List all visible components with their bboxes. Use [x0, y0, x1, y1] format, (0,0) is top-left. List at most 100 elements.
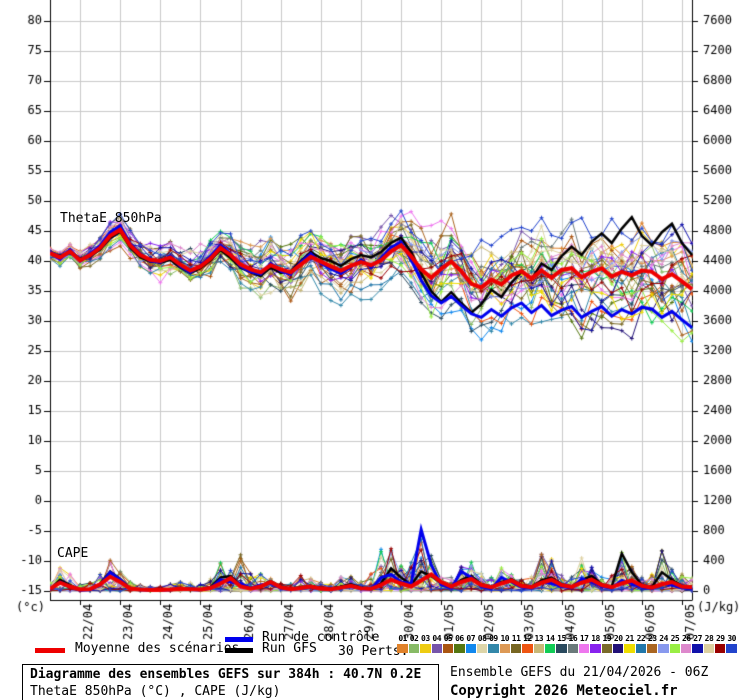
- pert-number: 30: [727, 634, 736, 643]
- legend-gfs-line-swatch: [225, 648, 253, 653]
- pert-color-swatch: [658, 644, 669, 653]
- pert-legend-item: 02: [408, 634, 420, 653]
- pert-color-swatch: [397, 644, 408, 653]
- pert-number: 06: [455, 634, 464, 643]
- pert-legend-item: 18: [590, 634, 601, 653]
- pert-color-swatch: [567, 644, 579, 653]
- pert-legend-item: 08: [476, 634, 488, 653]
- pert-number: 23: [647, 634, 657, 643]
- pert-legend-item: 21: [624, 634, 635, 653]
- pert-color-swatch: [408, 644, 420, 653]
- pert-legend-item: 17: [578, 634, 590, 653]
- pert-number: 11: [511, 634, 521, 643]
- thetae-series-label: ThetaE 850hPa: [60, 211, 162, 226]
- pert-legend-item: 24: [658, 634, 669, 653]
- pert-legend-item: 23: [647, 634, 658, 653]
- pert-legend-item: 15: [556, 634, 567, 653]
- pert-number: 25: [670, 634, 680, 643]
- pert-number: 15: [557, 634, 566, 643]
- pert-number: 21: [625, 634, 634, 643]
- pert-legend-item: 22: [635, 634, 647, 653]
- pert-number: 24: [659, 634, 668, 643]
- cape-series-label: CAPE: [57, 546, 89, 561]
- pert-number: 20: [613, 634, 623, 643]
- pert-number: 02: [409, 634, 419, 643]
- pert-number: 28: [704, 634, 714, 643]
- pert-color-swatch: [590, 644, 601, 653]
- pert-color-swatch: [476, 644, 488, 653]
- legend-control-line-swatch: [225, 637, 253, 642]
- pert-color-swatch: [681, 644, 692, 653]
- pert-number: 12: [523, 634, 532, 643]
- pert-legend-item: 11: [510, 634, 522, 653]
- pert-color-swatch: [726, 644, 737, 653]
- pert-color-swatch: [522, 644, 533, 653]
- pert-legend-item: 20: [613, 634, 624, 653]
- pert-number: 10: [500, 634, 510, 643]
- run-info-text: Ensemble GEFS du 21/04/2026 - 06Z: [450, 665, 709, 680]
- legend-mean-label: Moyenne des scénarios: [75, 641, 240, 656]
- pert-number: 16: [568, 634, 578, 643]
- diagram-subtitle: ThetaE 850hPa (°C) , CAPE (J/kg): [30, 684, 281, 699]
- copyright-text: Copyright 2026 Meteociel.fr: [450, 683, 678, 699]
- legend-mean-line-swatch: [35, 648, 65, 653]
- pert-color-swatch: [669, 644, 681, 653]
- pert-number: 04: [432, 634, 442, 643]
- pert-number: 01: [398, 634, 407, 643]
- pert-legend-item: 19: [601, 634, 613, 653]
- pert-color-swatch: [578, 644, 590, 653]
- pert-color-swatch: [420, 644, 431, 653]
- pert-color-swatch: [510, 644, 522, 653]
- pert-color-swatch: [624, 644, 635, 653]
- pert-number: 19: [602, 634, 612, 643]
- diagram-title-box: Diagramme des ensembles GEFS sur 384h : …: [22, 664, 439, 700]
- pert-legend-item: 30: [726, 634, 737, 653]
- pert-color-swatch: [544, 644, 556, 653]
- pert-legend-item: 07: [465, 634, 476, 653]
- pert-legend-item: 03: [420, 634, 431, 653]
- pert-number: 14: [545, 634, 555, 643]
- pert-legend-item: 05: [442, 634, 454, 653]
- pert-color-swatch: [431, 644, 442, 653]
- pert-legend-item: 27: [692, 634, 703, 653]
- pert-legend-item: 10: [499, 634, 510, 653]
- pert-number: 22: [636, 634, 646, 643]
- pert-color-swatch: [533, 644, 544, 653]
- ensemble-chart-canvas: [0, 0, 740, 660]
- pert-color-swatch: [556, 644, 567, 653]
- pert-legend-item: 26: [681, 634, 692, 653]
- pert-number: 07: [466, 634, 476, 643]
- pert-legend-item: 01: [397, 634, 408, 653]
- pert-color-swatch: [647, 644, 658, 653]
- pert-color-swatch: [692, 644, 703, 653]
- pert-number: 29: [715, 634, 725, 643]
- pert-number: 18: [591, 634, 600, 643]
- pert-color-swatch: [499, 644, 510, 653]
- pert-number: 08: [477, 634, 487, 643]
- pert-color-swatch: [613, 644, 624, 653]
- pert-number: 26: [681, 634, 691, 643]
- pert-number: 03: [421, 634, 430, 643]
- diagram-title: Diagramme des ensembles GEFS sur 384h : …: [30, 667, 422, 682]
- perturbation-color-legend: 01 02 03 04 05 06 07 08 09 10 11 12 13 14 15 16 17 18 19 20…: [397, 634, 737, 653]
- pert-number: 13: [534, 634, 544, 643]
- legend-control-label: Run de contrôle: [262, 630, 380, 645]
- pert-legend-item: 14: [544, 634, 556, 653]
- legend-perts-count-label: 30 Perts.: [338, 644, 409, 659]
- pert-legend-item: 13: [533, 634, 544, 653]
- pert-color-swatch: [635, 644, 647, 653]
- pert-color-swatch: [601, 644, 613, 653]
- pert-color-swatch: [703, 644, 715, 653]
- pert-legend-item: 12: [522, 634, 533, 653]
- pert-legend-item: 06: [454, 634, 465, 653]
- pert-number: 05: [443, 634, 453, 643]
- pert-legend-item: 25: [669, 634, 681, 653]
- pert-number: 27: [693, 634, 702, 643]
- pert-number: 09: [489, 634, 498, 643]
- pert-legend-item: 04: [431, 634, 442, 653]
- pert-number: 17: [579, 634, 589, 643]
- pert-color-swatch: [442, 644, 454, 653]
- pert-color-swatch: [465, 644, 476, 653]
- pert-legend-item: 29: [715, 634, 726, 653]
- pert-legend-item: 16: [567, 634, 579, 653]
